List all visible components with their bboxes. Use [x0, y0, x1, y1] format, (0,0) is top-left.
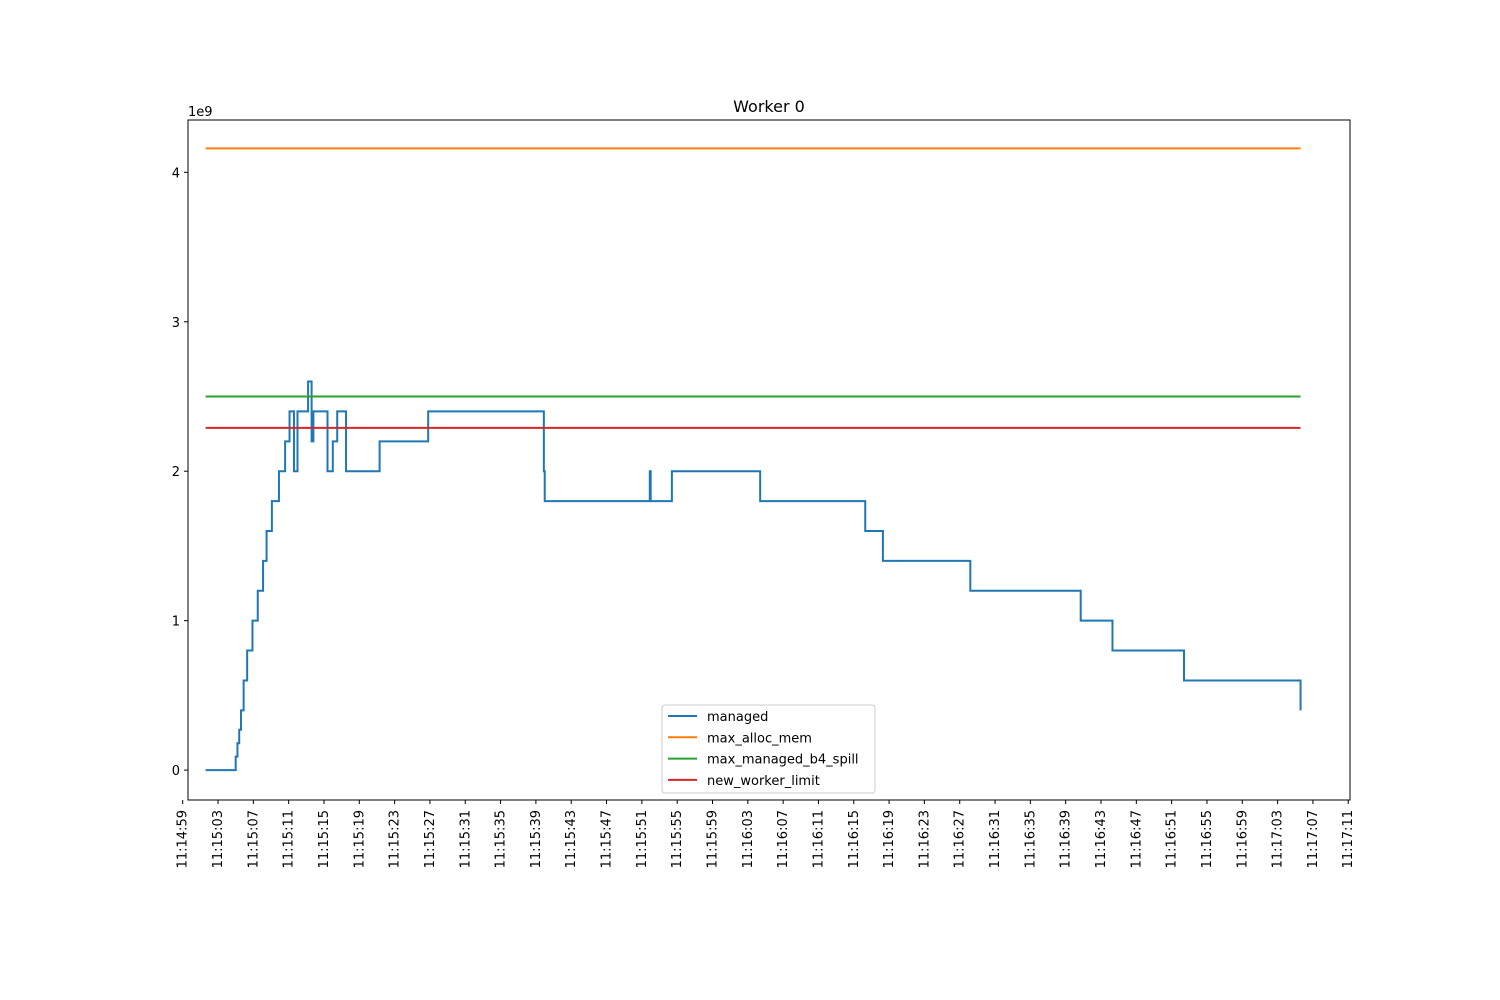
x-tick-label: 11:16:11 [811, 810, 826, 868]
legend-box [661, 704, 876, 794]
y-tick-label: 4 [172, 166, 180, 181]
x-tick-label: 11:16:59 [1235, 810, 1250, 868]
x-tick-label: 11:15:39 [529, 810, 544, 868]
x-tick-label: 11:16:43 [1094, 810, 1109, 868]
x-tick-label: 11:17:03 [1271, 810, 1286, 868]
x-tick-label: 11:15:15 [317, 810, 332, 868]
x-tick-label: 11:15:55 [670, 810, 685, 868]
legend-label: max_alloc_mem [707, 731, 812, 746]
x-tick-label: 11:16:07 [776, 810, 791, 868]
x-tick-label: 11:15:31 [458, 810, 473, 868]
x-tick-label: 11:16:27 [953, 810, 968, 868]
y-tick-label: 0 [172, 764, 180, 779]
x-axis: 11:14:59 11:15:03 11:15:07 11:15:11 11:15:15… [176, 800, 1356, 868]
x-tick-label: 11:15:23 [388, 810, 403, 868]
x-tick-label: 11:15:51 [635, 810, 650, 868]
legend-label: new_worker_limit [707, 774, 820, 789]
series-line-managed [205, 380, 1302, 772]
x-tick-label: 11:16:03 [741, 810, 756, 868]
x-tick-label: 11:17:11 [1341, 810, 1356, 868]
x-tick-label: 11:15:43 [564, 810, 579, 868]
y-tick-label: 2 [172, 465, 180, 480]
series-layer [205, 147, 1302, 772]
x-tick-label: 11:16:35 [1023, 810, 1038, 868]
y-tick-label: 1 [172, 615, 180, 630]
x-tick-label: 11:16:39 [1059, 810, 1074, 868]
x-tick-label: 11:15:03 [211, 810, 226, 868]
x-tick-label: 11:15:19 [352, 810, 367, 868]
x-tick-label: 11:16:15 [847, 810, 862, 868]
x-tick-label: 11:16:51 [1165, 810, 1180, 868]
x-tick-label: 11:15:27 [423, 810, 438, 868]
x-tick-label: 11:15:07 [246, 810, 261, 868]
x-tick-label: 11:16:19 [882, 810, 897, 868]
x-tick-label: 11:16:23 [917, 810, 932, 868]
x-tick-label: 11:16:31 [988, 810, 1003, 868]
legend-label: max_managed_b4_spill [707, 753, 859, 768]
chart-title: Worker 0 [733, 97, 805, 116]
y-axis-offset-label: 1e9 [188, 105, 213, 120]
x-tick-label: 11:14:59 [176, 810, 191, 868]
y-axis: 0 1 2 3 4 [172, 166, 188, 779]
x-tick-label: 11:16:55 [1200, 810, 1215, 868]
x-tick-label: 11:15:11 [282, 810, 297, 868]
x-tick-label: 11:15:47 [600, 810, 615, 868]
legend: managed max_alloc_mem max_managed_b4_spill… [661, 704, 876, 794]
x-tick-label: 11:17:07 [1306, 810, 1321, 868]
y-tick-label: 3 [172, 316, 180, 331]
plot-frame [187, 119, 1351, 801]
legend-label: managed [707, 710, 768, 725]
x-tick-label: 11:16:47 [1129, 810, 1144, 868]
x-tick-label: 11:15:59 [705, 810, 720, 868]
x-tick-label: 11:15:35 [494, 810, 509, 868]
